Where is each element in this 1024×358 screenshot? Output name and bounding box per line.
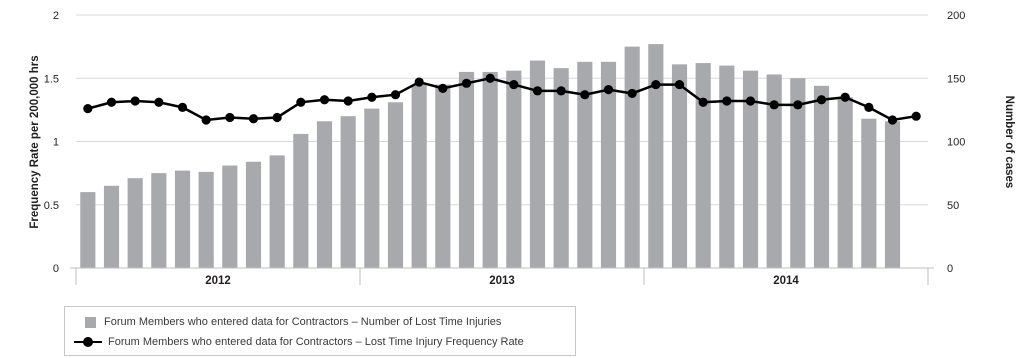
bar: [174, 170, 191, 268]
bar: [553, 68, 569, 268]
y-right-tick-label: 100: [947, 137, 965, 149]
bar: [766, 74, 782, 268]
y-left-tick-label: 2: [53, 10, 59, 22]
bar: [127, 178, 143, 268]
y-left-axis-label: Frequency Rate per 200,000 hrs: [29, 55, 41, 228]
bar: [151, 173, 167, 268]
bar: [529, 60, 546, 268]
y-right-tick-label: 150: [947, 73, 965, 85]
bar: [198, 171, 214, 268]
legend-item-line: Forum Members who entered data for Contr…: [73, 333, 524, 351]
bar: [790, 78, 806, 268]
y-left-tick-label: 0.5: [44, 200, 59, 212]
line-point: [840, 92, 850, 102]
line-point: [154, 97, 164, 107]
line-point: [225, 112, 235, 123]
line-point: [627, 88, 637, 99]
line-point: [603, 85, 614, 95]
line-point: [296, 97, 306, 107]
bar: [293, 133, 309, 268]
line-point: [698, 97, 708, 107]
line-point: [343, 96, 353, 106]
y-right-tick-label: 50: [947, 200, 959, 212]
line-point: [106, 97, 117, 107]
bar: [884, 121, 901, 268]
line-marker-icon: [74, 336, 102, 348]
axes: 0 0.5 1 1.5 2 0 50 100 150 200 2012 2013 2014: [44, 10, 966, 287]
line-point: [201, 115, 211, 125]
legend-item-bars: Forum Members who entered data for Contr…: [73, 313, 501, 331]
bar-series: [80, 44, 901, 269]
line-point: [83, 104, 93, 114]
line-point: [319, 95, 330, 105]
x-group-label: 2014: [773, 275, 799, 287]
bar: [269, 155, 285, 268]
bar: [222, 165, 238, 268]
line-point: [911, 111, 921, 121]
bar: [577, 61, 593, 269]
line-point: [367, 92, 377, 102]
line-point: [130, 96, 140, 106]
bar: [482, 71, 498, 268]
line-point: [248, 114, 259, 124]
line-point: [580, 90, 590, 100]
line-point: [887, 115, 898, 125]
bar: [458, 71, 475, 268]
line-point: [793, 100, 803, 110]
line-point: [414, 77, 424, 87]
bar: [364, 108, 380, 268]
bar: [695, 63, 711, 268]
bar: [435, 84, 451, 268]
bar: [316, 121, 333, 268]
line-point: [532, 86, 543, 96]
line-point: [177, 102, 188, 112]
bar-swatch-icon: [85, 316, 96, 328]
line-point: [745, 96, 756, 106]
line-point: [816, 95, 827, 105]
y-right-tick-label: 0: [947, 263, 953, 275]
line-point: [864, 102, 874, 112]
bar: [837, 97, 853, 268]
line-point: [485, 73, 495, 83]
line-point: [461, 78, 472, 88]
y-right-axis-label: Number of cases: [1003, 96, 1015, 189]
line-point: [556, 86, 566, 96]
legend-label-line: Forum Members who entered data for Contr…: [108, 336, 524, 348]
line-series: [83, 73, 921, 125]
bar: [600, 61, 617, 269]
bar: [648, 44, 664, 268]
bar: [671, 64, 688, 269]
bar: [340, 116, 356, 268]
line-point: [509, 79, 519, 90]
bar: [103, 185, 120, 268]
line-point: [390, 90, 401, 100]
line-point: [769, 100, 779, 110]
bar: [411, 84, 427, 268]
bar: [387, 102, 404, 268]
bar: [80, 192, 96, 268]
x-group-label: 2013: [489, 275, 515, 287]
line-point: [674, 79, 685, 90]
line-point: [438, 83, 448, 93]
bar: [624, 46, 640, 268]
y-left-tick-label: 1: [53, 137, 59, 149]
bar: [506, 70, 522, 268]
y-right-tick-label: 200: [947, 10, 965, 22]
line-point: [651, 79, 661, 90]
bar: [742, 70, 759, 268]
line-point: [272, 112, 282, 123]
line-point: [722, 96, 732, 106]
bar: [861, 118, 877, 268]
bar: [813, 85, 830, 268]
x-group-label: 2012: [205, 275, 231, 287]
legend: Forum Members who entered data for Contr…: [64, 306, 576, 356]
y-left-tick-label: 1.5: [44, 73, 59, 85]
bar: [719, 65, 735, 268]
gridlines: [76, 14, 928, 206]
legend-label-bars: Forum Members who entered data for Contr…: [104, 316, 502, 328]
bar: [245, 161, 262, 268]
y-left-tick-label: 0: [53, 263, 59, 275]
